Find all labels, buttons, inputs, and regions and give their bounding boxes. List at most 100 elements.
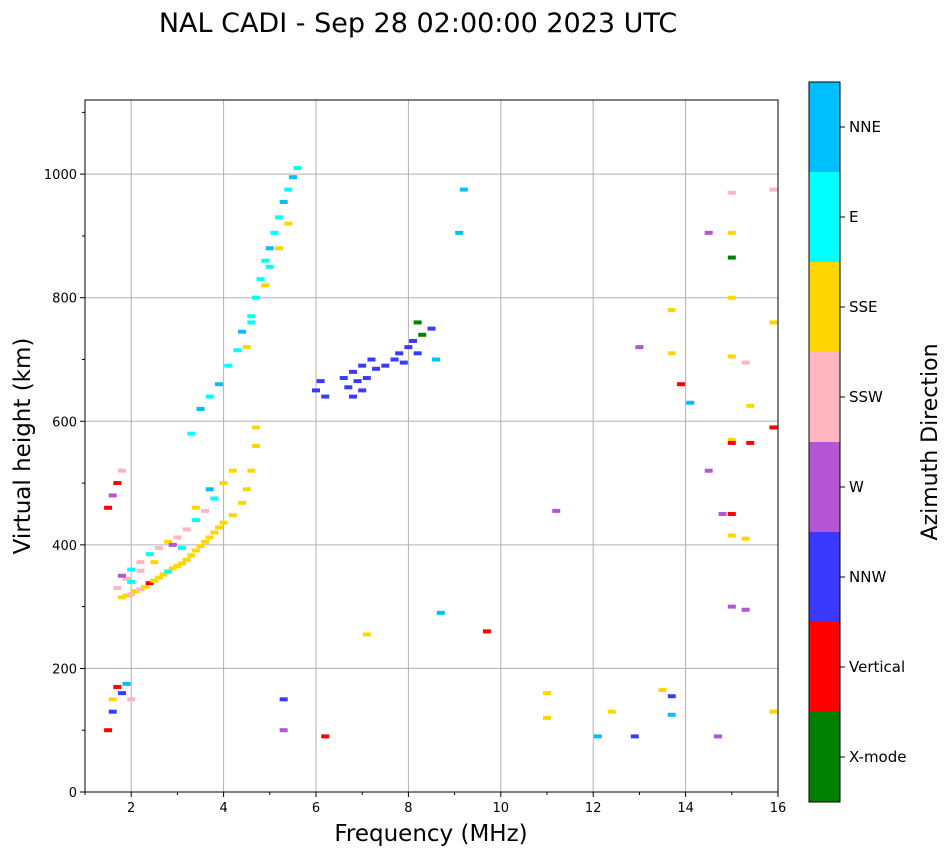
data-point	[543, 691, 551, 696]
data-point	[353, 379, 362, 384]
data-point	[713, 734, 722, 739]
data-point	[727, 255, 736, 260]
data-point	[201, 539, 210, 544]
data-point	[205, 394, 214, 399]
data-point	[635, 345, 644, 350]
colorbar-tick-label: X-mode	[849, 748, 906, 766]
data-point	[727, 604, 736, 609]
colorbar-tick-label: W	[849, 478, 864, 496]
data-point	[261, 283, 270, 288]
data-point	[667, 308, 676, 313]
data-point	[219, 481, 228, 486]
colorbar-tick-label: SSE	[849, 298, 878, 316]
data-point	[238, 500, 247, 505]
colorbar-tick-label: NNW	[849, 568, 886, 586]
data-point	[201, 508, 210, 513]
data-point	[122, 576, 131, 581]
data-point	[247, 314, 256, 319]
data-point	[727, 354, 736, 359]
data-points	[104, 165, 778, 739]
data-point	[196, 406, 205, 411]
data-point	[191, 548, 200, 553]
data-point	[159, 572, 168, 577]
data-point	[676, 382, 685, 387]
data-point	[279, 199, 288, 204]
data-point	[104, 728, 113, 733]
data-point	[686, 400, 695, 405]
data-point	[741, 607, 750, 612]
data-point	[145, 552, 154, 557]
data-point	[150, 578, 159, 583]
data-point	[348, 394, 357, 399]
data-point	[741, 360, 750, 365]
data-point	[667, 694, 676, 699]
data-point	[427, 326, 436, 331]
data-point	[279, 728, 288, 733]
data-point	[348, 369, 357, 374]
data-point	[117, 691, 126, 696]
data-point	[358, 363, 367, 368]
data-point	[746, 403, 755, 408]
y-tick-label: 1000	[44, 168, 77, 183]
data-point	[122, 681, 131, 686]
data-point	[210, 530, 219, 535]
data-point	[117, 468, 126, 473]
x-tick-label: 4	[219, 801, 227, 816]
colorbar-tick-label: Vertical	[849, 658, 905, 676]
x-tick-label: 8	[404, 801, 412, 816]
data-point	[718, 511, 727, 516]
data-point	[210, 496, 219, 501]
data-point	[727, 440, 736, 445]
data-point	[344, 385, 353, 390]
data-point	[399, 360, 408, 365]
data-point	[113, 586, 122, 591]
data-point	[358, 388, 367, 393]
data-point	[727, 533, 736, 538]
data-point	[238, 329, 247, 334]
data-point	[455, 230, 464, 235]
data-point	[131, 589, 140, 594]
data-point	[127, 579, 136, 584]
data-point	[727, 190, 736, 195]
data-point	[136, 560, 145, 565]
data-point	[727, 437, 736, 442]
data-point	[205, 487, 214, 492]
data-point	[164, 569, 173, 574]
data-point	[727, 295, 736, 300]
data-point	[372, 366, 381, 371]
data-point	[136, 568, 145, 573]
data-point	[409, 338, 418, 343]
colorbar-segment	[809, 622, 840, 712]
data-point	[339, 376, 348, 381]
data-point	[658, 688, 667, 693]
data-point	[173, 563, 182, 568]
data-point	[182, 557, 191, 562]
x-axis-ticks: 2 4 6 8 10 12 14 16	[84, 792, 786, 816]
data-point	[251, 425, 260, 430]
data-point	[284, 221, 293, 226]
colorbar-tick-label: NNE	[849, 118, 881, 136]
data-point	[141, 584, 150, 589]
data-point	[362, 632, 371, 637]
data-point	[251, 295, 260, 300]
data-point	[418, 332, 427, 337]
data-point	[607, 709, 616, 714]
colorbar-segment	[809, 712, 840, 802]
data-point	[256, 277, 265, 282]
data-point	[769, 187, 778, 192]
azimuth-colorbar: X-mode Vertical NNW W SSW SSE E NNE	[808, 81, 906, 803]
data-point	[270, 230, 279, 235]
data-point	[265, 264, 274, 269]
data-point	[122, 593, 131, 598]
data-point	[168, 566, 177, 571]
data-point	[284, 187, 293, 192]
x-tick-label: 12	[585, 801, 602, 816]
data-point	[205, 535, 214, 540]
data-point	[667, 712, 676, 717]
x-tick-label: 2	[127, 801, 135, 816]
data-point	[704, 468, 713, 473]
data-point	[154, 575, 163, 580]
plot-frame	[84, 99, 779, 793]
x-tick-label: 6	[312, 801, 320, 816]
